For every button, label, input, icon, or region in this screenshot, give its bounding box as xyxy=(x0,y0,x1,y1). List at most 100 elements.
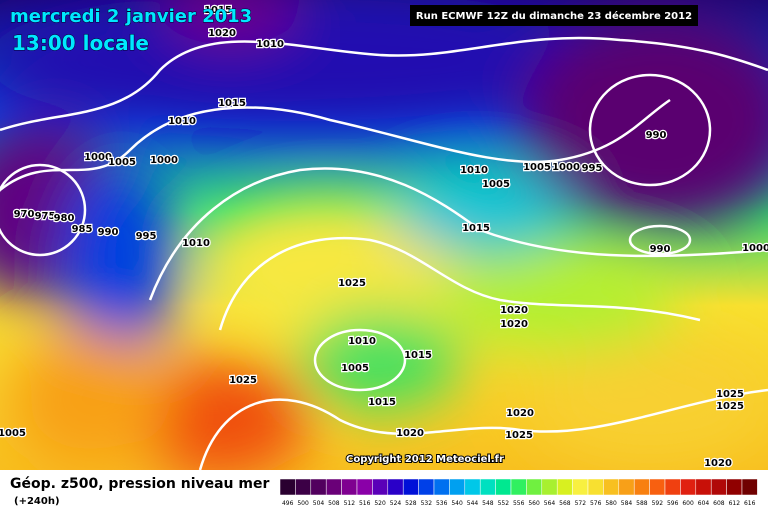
isobar-label: 990 xyxy=(98,227,119,238)
isobar-label: 1010 xyxy=(460,165,488,176)
isobar-label: 1010 xyxy=(182,238,210,249)
scale-label: 536 xyxy=(436,500,448,507)
isobar-label: 985 xyxy=(72,224,93,235)
scale-label: 540 xyxy=(451,500,463,507)
isobar-label: 1015 xyxy=(404,350,432,361)
scale-swatch xyxy=(603,478,620,496)
scale-swatch xyxy=(464,478,481,496)
isobar-label: 1000 xyxy=(150,155,178,166)
isobar-label: 995 xyxy=(136,231,157,242)
scale-label: 616 xyxy=(744,500,756,507)
scale-swatch xyxy=(402,478,419,496)
field-name: Géop. z500, pression niveau mer xyxy=(10,476,269,492)
scale-swatch xyxy=(618,478,635,496)
isobar-label: 1015 xyxy=(368,397,396,408)
scale-swatch xyxy=(372,478,389,496)
isobar-label: 975 xyxy=(35,211,56,222)
scale-label: 612 xyxy=(729,500,741,507)
isobar-label: 1025 xyxy=(716,389,744,400)
isobar-label: 1025 xyxy=(229,375,257,386)
run-info: Run ECMWF 12Z du dimanche 23 décembre 20… xyxy=(416,10,692,22)
isobar-label: 1005 xyxy=(341,363,369,374)
scale-swatch xyxy=(572,478,589,496)
date-title: mercredi 2 janvier 2013 xyxy=(10,6,252,27)
scale-label: 508 xyxy=(328,500,340,507)
scale-label: 500 xyxy=(297,500,309,507)
scale-label: 596 xyxy=(667,500,679,507)
scale-swatch xyxy=(433,478,450,496)
scale-swatch xyxy=(695,478,712,496)
isobar-label: 1005 xyxy=(108,157,136,168)
run-box xyxy=(410,5,698,26)
scale-label: 600 xyxy=(682,500,694,507)
scale-swatch xyxy=(710,478,727,496)
scale-swatch xyxy=(649,478,666,496)
scale-swatch xyxy=(680,478,697,496)
scale-swatch xyxy=(325,478,342,496)
scale-label: 588 xyxy=(636,500,648,507)
scale-swatch xyxy=(664,478,681,496)
scale-label: 564 xyxy=(544,500,556,507)
scale-swatch xyxy=(449,478,466,496)
scale-swatch xyxy=(418,478,435,496)
scale-label: 504 xyxy=(313,500,325,507)
isobar-label: 1000 xyxy=(552,162,580,173)
scale-label: 532 xyxy=(421,500,433,507)
isobar-label: 970 xyxy=(14,209,35,220)
scale-swatch xyxy=(510,478,527,496)
isobar-label: 990 xyxy=(650,244,671,255)
field xyxy=(0,0,768,480)
scale-label: 560 xyxy=(528,500,540,507)
copyright: Copyright 2012 Meteociel.fr xyxy=(346,454,504,465)
scale-label: 512 xyxy=(344,500,356,507)
scale-swatch xyxy=(295,478,312,496)
isobar-label: 1015 xyxy=(218,98,246,109)
isobar-label: 1010 xyxy=(168,116,196,127)
isobar-label: 1000 xyxy=(84,152,112,163)
scale-swatch xyxy=(726,478,743,496)
scale-label: 548 xyxy=(482,500,494,507)
scale-swatch xyxy=(587,478,604,496)
isobar-label: 1025 xyxy=(338,278,366,289)
scale-label: 584 xyxy=(621,500,633,507)
scale-label: 524 xyxy=(390,500,402,507)
isobar-label: 1015 xyxy=(204,5,232,16)
isobar-label: 1005 xyxy=(523,162,551,173)
isobar-label: 980 xyxy=(54,213,75,224)
color-scale: 496 500 504 508 512 516 520 524 528 532 536 540 544 5… xyxy=(279,478,758,507)
isobar-label: 1010 xyxy=(256,39,284,50)
isobar-label: 1020 xyxy=(506,408,534,419)
scale-label: 580 xyxy=(605,500,617,507)
isobar-label: 1020 xyxy=(500,319,528,330)
scale-label: 576 xyxy=(590,500,602,507)
scale-label: 604 xyxy=(698,500,710,507)
scale-label: 608 xyxy=(713,500,725,507)
scale-label: 552 xyxy=(498,500,510,507)
isobar-label: 1020 xyxy=(208,28,236,39)
scale-label: 516 xyxy=(359,500,371,507)
isobar-label: 1005 xyxy=(0,428,26,439)
scale-swatch xyxy=(341,478,358,496)
isobar-label: 1015 xyxy=(462,223,490,234)
isobar-label: 995 xyxy=(582,163,603,174)
scale-label: 544 xyxy=(467,500,479,507)
isobar-label: 990 xyxy=(646,130,667,141)
lead-time: (+240h) xyxy=(14,496,60,507)
scale-label: 556 xyxy=(513,500,525,507)
scale-label: 572 xyxy=(575,500,587,507)
scale-swatch xyxy=(633,478,650,496)
scale-swatch xyxy=(310,478,327,496)
scale-swatch xyxy=(741,478,758,496)
scale-swatch xyxy=(356,478,373,496)
scale-label: 520 xyxy=(374,500,386,507)
scale-swatch xyxy=(541,478,558,496)
isobar-label: 1020 xyxy=(396,428,424,439)
isobar-label: 1000 xyxy=(742,243,768,254)
isobar-label: 1020 xyxy=(704,458,732,469)
scale-swatch xyxy=(495,478,512,496)
isobar-label: 1005 xyxy=(482,179,510,190)
scale-swatch xyxy=(479,478,496,496)
scale-label: 528 xyxy=(405,500,417,507)
